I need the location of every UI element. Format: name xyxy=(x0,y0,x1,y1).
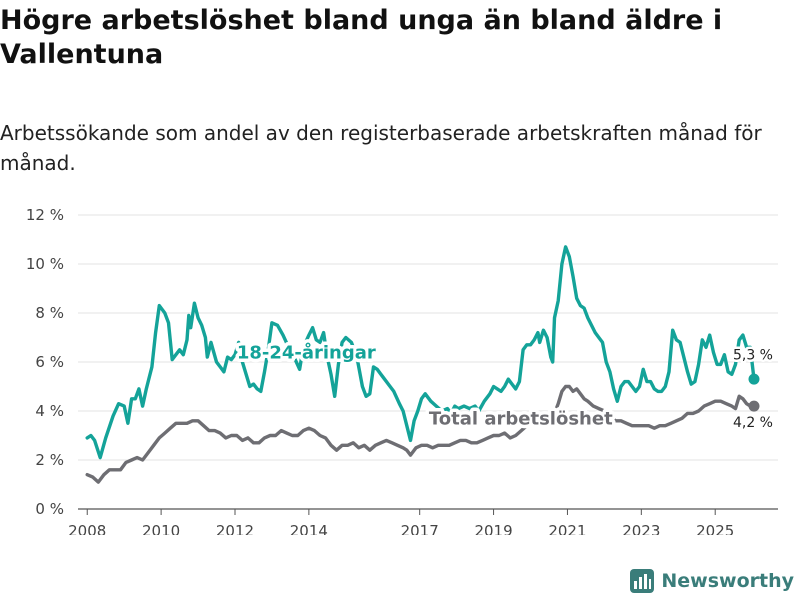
x-tick-label: 2019 xyxy=(474,522,512,535)
y-tick-label: 6 % xyxy=(35,353,64,371)
series-end-marker-youth xyxy=(748,373,760,385)
chart-subtitle: Arbetssökande som andel av den registerb… xyxy=(0,121,762,175)
x-tick-label: 2021 xyxy=(548,522,586,535)
end-value-label-youth: 5,3 % xyxy=(733,348,773,364)
newsworthy-bars-icon xyxy=(630,569,655,593)
series-end-marker-total xyxy=(748,400,760,412)
series-lines xyxy=(85,245,760,484)
series-line-total xyxy=(85,384,756,484)
y-tick-label: 8 % xyxy=(35,304,64,322)
y-tick-label: 4 % xyxy=(35,402,64,420)
newsworthy-logo: Newsworthy xyxy=(629,568,794,594)
series-label-halo: 18-24-åringar xyxy=(237,341,376,363)
brand-name: Newsworthy xyxy=(661,570,794,592)
y-tick-label: 10 % xyxy=(26,255,64,273)
x-tick-label: 2023 xyxy=(622,522,660,535)
x-tick-label: 2014 xyxy=(290,522,328,535)
y-tick-label: 2 % xyxy=(35,451,64,469)
series-line-youth xyxy=(85,245,756,460)
end-value-halo: 5,3 % xyxy=(733,348,773,364)
chart-title: Högre arbetslöshet bland unga än bland ä… xyxy=(0,5,723,70)
series-label-total: Total arbetslöshet xyxy=(429,408,613,429)
x-tick-label: 2008 xyxy=(68,522,106,535)
end-value-label-total: 4,2 % xyxy=(733,415,773,431)
series-label-halo: Total arbetslöshet xyxy=(429,408,613,429)
gridlines xyxy=(78,214,778,510)
line-chart: 0 % 2 % 4 % 6 % 8 % 10 % 12 % 2008 2010 2012 2014… xyxy=(26,206,778,535)
y-tick-label: 12 % xyxy=(26,206,64,224)
x-axis: 2008 2010 2012 2014 2017 2019 2021 2023 2025 xyxy=(68,509,734,535)
series-label-youth: 18-24-åringar xyxy=(237,341,376,363)
x-tick-label: 2012 xyxy=(216,522,254,535)
y-tick-label: 0 % xyxy=(35,500,64,518)
end-value-halo: 4,2 % xyxy=(733,415,773,431)
x-tick-label: 2010 xyxy=(142,522,180,535)
y-axis: 0 % 2 % 4 % 6 % 8 % 10 % 12 % xyxy=(26,206,64,518)
x-tick-label: 2025 xyxy=(696,522,734,535)
x-tick-label: 2017 xyxy=(401,522,439,535)
